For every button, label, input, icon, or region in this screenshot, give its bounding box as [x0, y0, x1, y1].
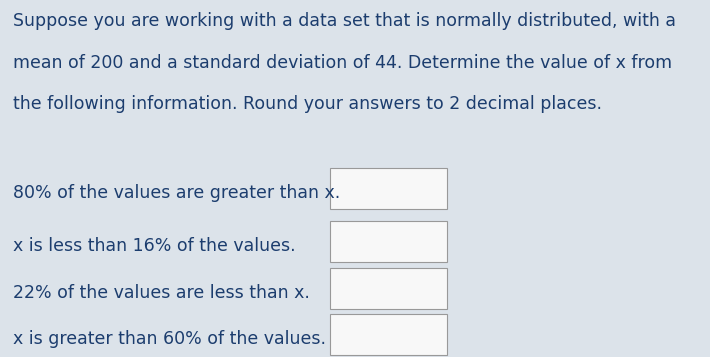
Bar [330, 221, 447, 262]
Text: 80% of the values are greater than x.: 80% of the values are greater than x. [13, 184, 340, 202]
Text: the following information. Round your answers to 2 decimal places.: the following information. Round your an… [13, 95, 602, 112]
Bar [330, 268, 447, 309]
Text: x is greater than 60% of the values.: x is greater than 60% of the values. [13, 330, 326, 348]
Bar [330, 314, 447, 355]
Text: x is less than 16% of the values.: x is less than 16% of the values. [13, 237, 295, 255]
Bar [330, 168, 447, 209]
Text: mean of 200 and a standard deviation of 44. Determine the value of x from: mean of 200 and a standard deviation of … [13, 54, 672, 71]
Text: Suppose you are working with a data set that is normally distributed, with a: Suppose you are working with a data set … [13, 12, 676, 30]
Text: 22% of the values are less than x.: 22% of the values are less than x. [13, 284, 310, 302]
